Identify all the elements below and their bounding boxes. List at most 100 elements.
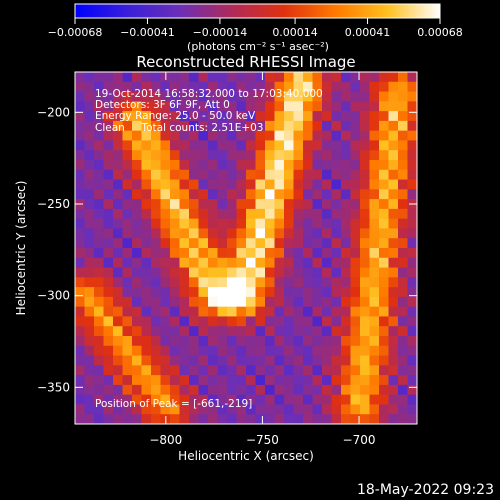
heatmap-cell	[350, 238, 361, 249]
heatmap-cell	[255, 169, 266, 181]
heatmap-cell	[227, 140, 238, 151]
heatmap-cell	[388, 345, 399, 357]
heatmap-cell	[75, 120, 86, 132]
heatmap-cell	[179, 306, 190, 318]
heatmap-cell	[113, 91, 124, 102]
heatmap-cell	[407, 72, 417, 83]
heatmap-cell	[198, 169, 209, 181]
heatmap-cell	[236, 130, 247, 142]
heatmap-cell	[236, 287, 247, 298]
heatmap-cell	[284, 91, 295, 102]
heatmap-cell	[217, 72, 228, 83]
heatmap-cell	[103, 81, 114, 93]
heatmap-cell	[246, 101, 257, 112]
heatmap-cell	[132, 336, 143, 347]
heatmap-cell	[369, 160, 380, 171]
heatmap-cell	[141, 160, 152, 171]
heatmap-cell	[388, 169, 399, 181]
heatmap-cell	[160, 189, 171, 200]
heatmap-cell	[255, 414, 266, 424]
heatmap-cell	[132, 404, 143, 415]
heatmap-cell	[122, 248, 133, 259]
heatmap-cell	[303, 257, 314, 269]
heatmap-cell	[141, 404, 152, 415]
heatmap-cell	[274, 120, 285, 132]
heatmap-cell	[151, 81, 162, 93]
heatmap-cell	[75, 384, 86, 396]
heatmap-cell	[331, 404, 342, 415]
heatmap-cell	[151, 208, 162, 220]
heatmap-cell	[122, 160, 133, 171]
heatmap-cell	[151, 179, 162, 190]
heatmap-cell	[398, 189, 409, 200]
heatmap-cell	[113, 248, 124, 259]
heatmap-cell	[84, 179, 95, 190]
heatmap-cell	[398, 228, 409, 239]
heatmap-cell	[75, 72, 86, 83]
heatmap-cell	[360, 160, 371, 171]
heatmap-cell	[246, 267, 257, 278]
heatmap-cell	[103, 228, 114, 239]
heatmap-cell	[151, 218, 162, 230]
heatmap-cell	[341, 257, 352, 269]
heatmap-cell	[179, 238, 190, 249]
heatmap-cell	[151, 72, 162, 83]
heatmap-cell	[303, 81, 314, 93]
heatmap-cell	[388, 189, 399, 200]
heatmap-cell	[132, 414, 143, 424]
heatmap-cell	[379, 228, 390, 239]
heatmap-cell	[113, 208, 124, 220]
heatmap-cell	[75, 111, 86, 122]
heatmap-cell	[303, 169, 314, 181]
heatmap-cell	[103, 365, 114, 376]
heatmap-cell	[284, 394, 295, 406]
heatmap-cell	[122, 81, 133, 93]
heatmap-cell	[246, 277, 257, 288]
heatmap-cell	[227, 218, 238, 230]
heatmap-cell	[341, 91, 352, 102]
heatmap-cell	[179, 345, 190, 357]
heatmap-cell	[75, 257, 86, 269]
heatmap-cell	[379, 238, 390, 249]
heatmap-cell	[369, 257, 380, 269]
heatmap-cell	[331, 72, 342, 83]
heatmap-cell	[303, 228, 314, 239]
heatmap-cell	[94, 111, 105, 122]
heatmap-cell	[84, 150, 95, 161]
heatmap-cell	[322, 160, 333, 171]
heatmap-cell	[122, 150, 133, 161]
heatmap-cell	[113, 355, 124, 366]
heatmap-cell	[208, 287, 219, 298]
heatmap-cell	[246, 140, 257, 151]
heatmap-cell	[179, 111, 190, 122]
heatmap-cell	[208, 140, 219, 151]
heatmap-cell	[151, 365, 162, 376]
heatmap-cell	[170, 81, 181, 93]
heatmap-cell	[293, 169, 304, 181]
heatmap-cell	[132, 72, 143, 83]
heatmap-cell	[398, 296, 409, 308]
heatmap-cell	[141, 345, 152, 357]
heatmap-cell	[179, 326, 190, 337]
heatmap-cell	[407, 296, 417, 308]
heatmap-cell	[170, 355, 181, 366]
heatmap-cell	[236, 316, 247, 327]
heatmap-cell	[293, 248, 304, 259]
heatmap-cell	[322, 140, 333, 151]
heatmap-cell	[293, 140, 304, 151]
heatmap-cell	[198, 394, 209, 406]
heatmap-cell	[293, 238, 304, 249]
heatmap-cell	[217, 120, 228, 132]
heatmap-cell	[284, 257, 295, 269]
heatmap-cell	[160, 316, 171, 327]
heatmap-cell	[293, 365, 304, 376]
heatmap-cell	[246, 160, 257, 171]
heatmap-cell	[75, 81, 86, 93]
heatmap-cell	[84, 336, 95, 347]
heatmap-cell	[217, 394, 228, 406]
x-tick-label: −750	[246, 433, 279, 447]
heatmap-cell	[236, 248, 247, 259]
heatmap-cell	[322, 316, 333, 327]
heatmap-cell	[179, 336, 190, 347]
heatmap-cell	[322, 404, 333, 415]
